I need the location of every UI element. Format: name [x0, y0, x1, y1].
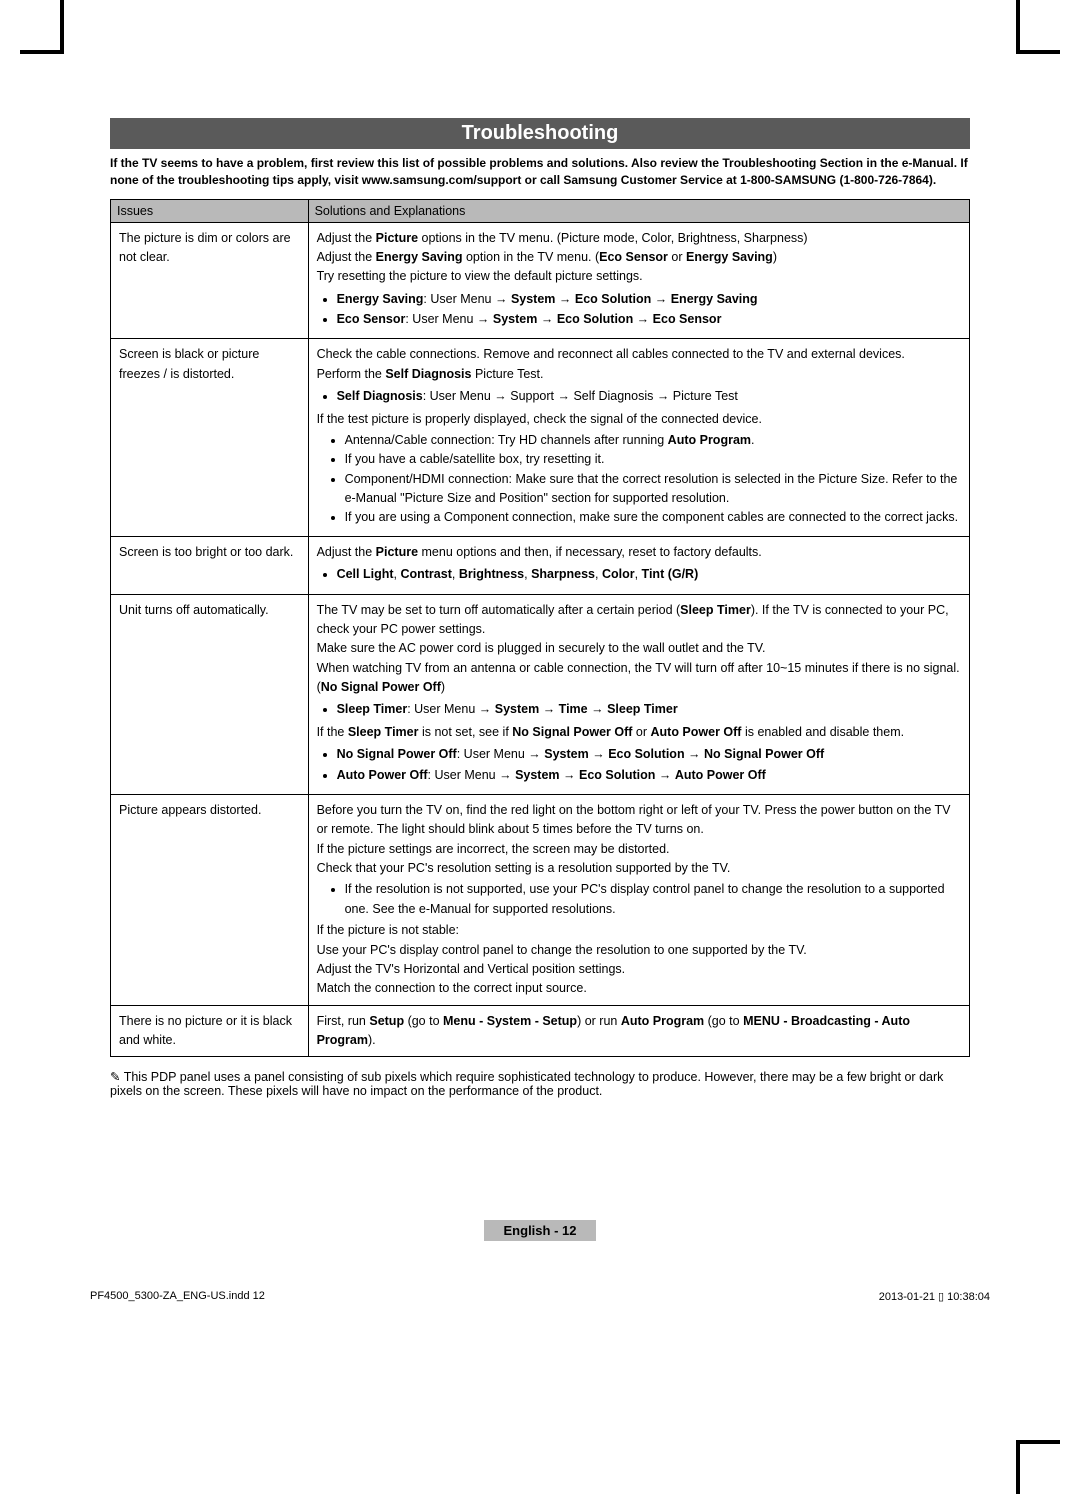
- issue-cell: There is no picture or it is black and w…: [111, 1005, 309, 1057]
- footnote: ✎ This PDP panel uses a panel consisting…: [110, 1069, 970, 1098]
- solution-cell: Before you turn the TV on, find the red …: [308, 794, 969, 1005]
- solution-cell: Adjust the Picture menu options and then…: [308, 536, 969, 594]
- issue-cell: Screen is too bright or too dark.: [111, 536, 309, 594]
- table-row: Picture appears distorted. Before you tu…: [111, 794, 970, 1005]
- issue-cell: The picture is dim or colors are not cle…: [111, 222, 309, 339]
- table-row: Unit turns off automatically. The TV may…: [111, 594, 970, 794]
- col-header-issues: Issues: [111, 199, 309, 222]
- print-file: PF4500_5300-ZA_ENG-US.indd 12: [90, 1290, 265, 1303]
- print-timestamp: 2013-01-21 ▯ 10:38:04: [879, 1290, 990, 1303]
- page-footer: English - 12: [0, 1220, 1080, 1241]
- solution-cell: Adjust the Picture options in the TV men…: [308, 222, 969, 339]
- page-number: English - 12: [484, 1220, 597, 1241]
- solution-cell: First, run Setup (go to Menu - System - …: [308, 1005, 969, 1057]
- table-row: There is no picture or it is black and w…: [111, 1005, 970, 1057]
- table-row: Screen is too bright or too dark. Adjust…: [111, 536, 970, 594]
- section-title: Troubleshooting: [110, 118, 970, 149]
- issue-cell: Screen is black or picture freezes / is …: [111, 339, 309, 536]
- solution-cell: The TV may be set to turn off automatica…: [308, 594, 969, 794]
- table-row: Screen is black or picture freezes / is …: [111, 339, 970, 536]
- solution-cell: Check the cable connections. Remove and …: [308, 339, 969, 536]
- issue-cell: Unit turns off automatically.: [111, 594, 309, 794]
- issue-cell: Picture appears distorted.: [111, 794, 309, 1005]
- print-footer: PF4500_5300-ZA_ENG-US.indd 12 2013-01-21…: [90, 1290, 990, 1303]
- page-content: Troubleshooting If the TV seems to have …: [110, 118, 970, 1098]
- intro-text: If the TV seems to have a problem, first…: [110, 155, 970, 189]
- col-header-solutions: Solutions and Explanations: [308, 199, 969, 222]
- table-row: The picture is dim or colors are not cle…: [111, 222, 970, 339]
- troubleshooting-table: Issues Solutions and Explanations The pi…: [110, 199, 970, 1058]
